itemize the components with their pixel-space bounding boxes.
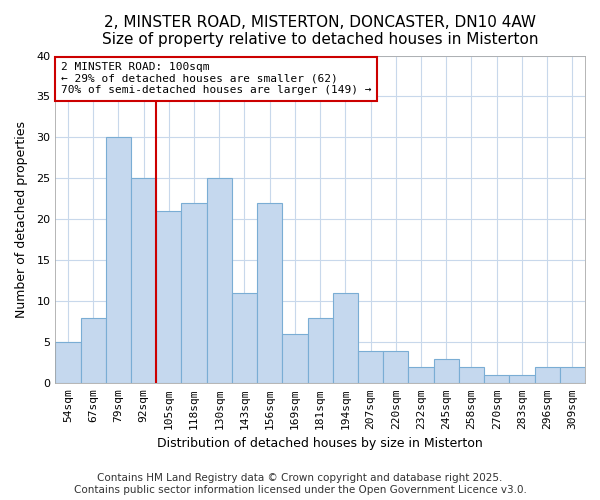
Bar — [131, 178, 156, 384]
Bar — [257, 203, 283, 384]
Bar — [80, 318, 106, 384]
Bar — [55, 342, 80, 384]
Bar — [509, 375, 535, 384]
Bar — [232, 293, 257, 384]
Y-axis label: Number of detached properties: Number of detached properties — [15, 121, 28, 318]
Bar — [484, 375, 509, 384]
Bar — [181, 203, 206, 384]
Bar — [156, 211, 181, 384]
Title: 2, MINSTER ROAD, MISTERTON, DONCASTER, DN10 4AW
Size of property relative to det: 2, MINSTER ROAD, MISTERTON, DONCASTER, D… — [102, 15, 538, 48]
Bar — [333, 293, 358, 384]
X-axis label: Distribution of detached houses by size in Misterton: Distribution of detached houses by size … — [157, 437, 483, 450]
Bar — [106, 138, 131, 384]
Bar — [409, 367, 434, 384]
Bar — [383, 350, 409, 384]
Text: Contains HM Land Registry data © Crown copyright and database right 2025.
Contai: Contains HM Land Registry data © Crown c… — [74, 474, 526, 495]
Bar — [283, 334, 308, 384]
Bar — [358, 350, 383, 384]
Bar — [308, 318, 333, 384]
Bar — [535, 367, 560, 384]
Bar — [206, 178, 232, 384]
Bar — [434, 358, 459, 384]
Text: 2 MINSTER ROAD: 100sqm
← 29% of detached houses are smaller (62)
70% of semi-det: 2 MINSTER ROAD: 100sqm ← 29% of detached… — [61, 62, 371, 96]
Bar — [459, 367, 484, 384]
Bar — [560, 367, 585, 384]
